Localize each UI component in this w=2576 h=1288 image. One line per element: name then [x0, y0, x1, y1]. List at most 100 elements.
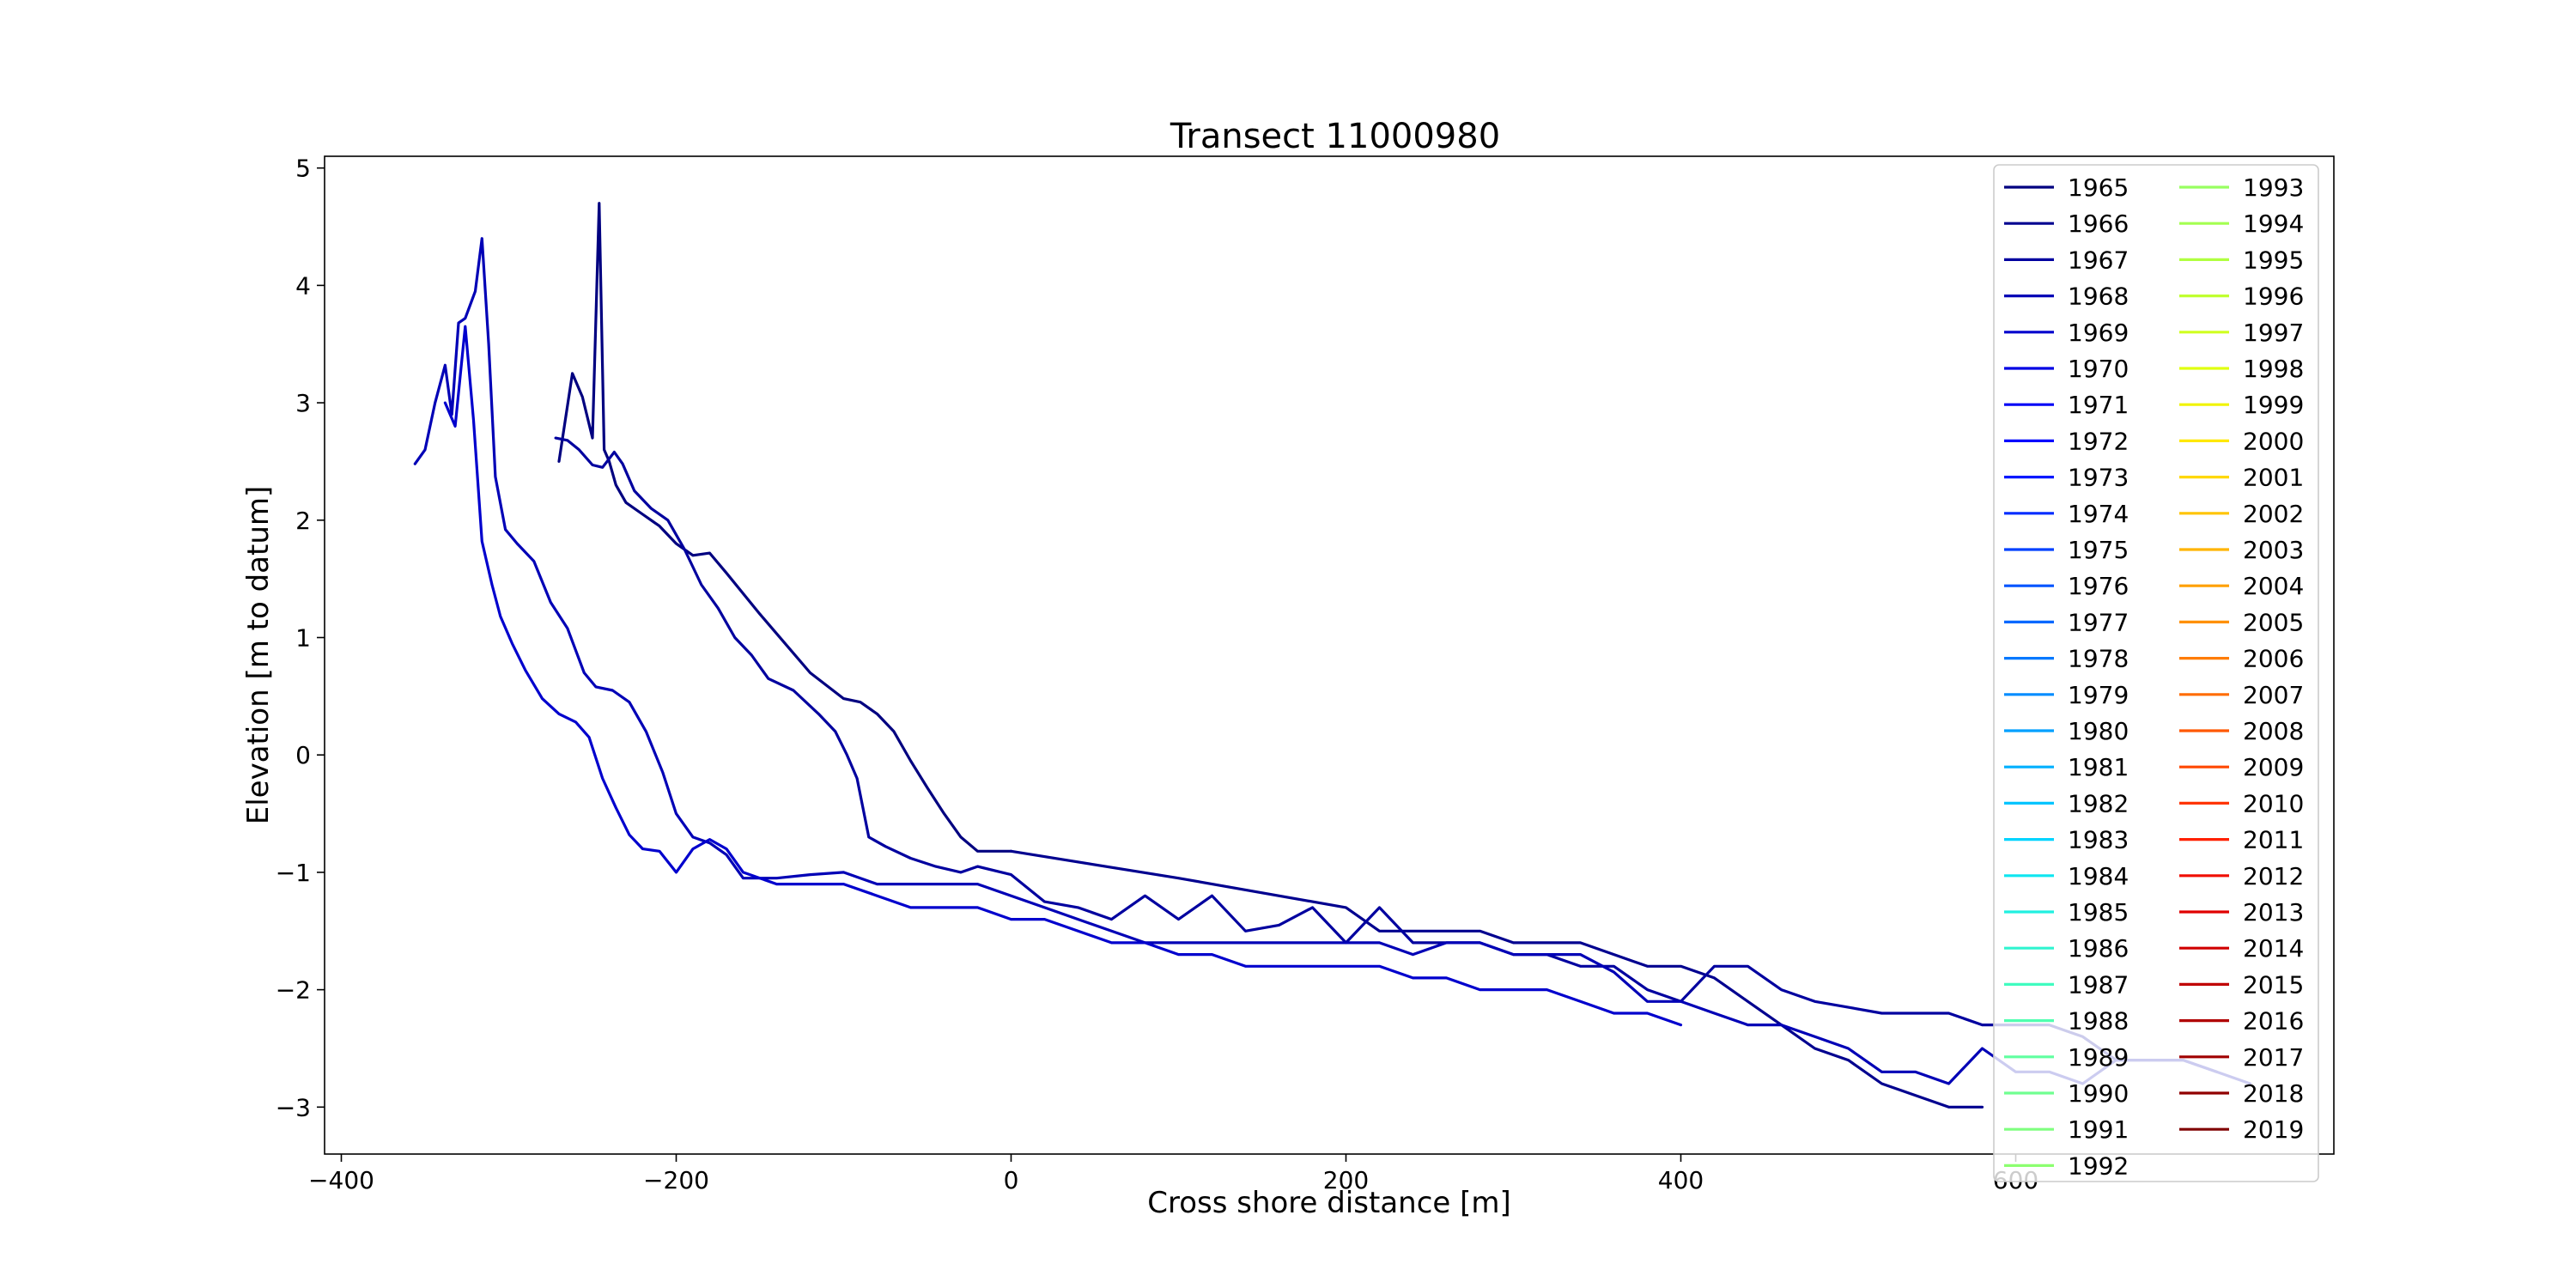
legend-item: 2017 — [2179, 1043, 2304, 1072]
legend-item: 1989 — [2004, 1043, 2129, 1072]
legend-label: 1988 — [2068, 1007, 2129, 1036]
legend-item: 2000 — [2179, 427, 2304, 455]
legend-label: 1998 — [2243, 355, 2304, 383]
legend-item: 2001 — [2179, 464, 2304, 492]
legend-label: 1991 — [2068, 1115, 2129, 1144]
legend-item: 2003 — [2179, 536, 2304, 564]
legend-label: 1997 — [2243, 319, 2304, 347]
y-tick-label: 1 — [295, 623, 311, 652]
legend-label: 2000 — [2243, 427, 2304, 455]
legend-label: 2015 — [2243, 970, 2304, 999]
x-tick-label: 0 — [1004, 1166, 1019, 1194]
series-line-1966 — [1009, 849, 1984, 1109]
legend-item: 1978 — [2004, 645, 2129, 673]
legend-label: 2008 — [2243, 717, 2304, 745]
legend-label: 2006 — [2243, 645, 2304, 673]
legend-label: 1994 — [2243, 210, 2304, 238]
legend: 1965 1966 1967 1968 1969 1970 1971 1972 1973 1974… — [1993, 164, 2319, 1182]
legend-item: 1980 — [2004, 717, 2129, 745]
legend-item: 2019 — [2179, 1115, 2304, 1144]
legend-item: 2012 — [2179, 862, 2304, 890]
y-tick-label: 5 — [295, 155, 311, 183]
legend-item: 1971 — [2004, 391, 2129, 419]
y-tick-label: −2 — [276, 976, 311, 1005]
legend-item: 1968 — [2004, 283, 2129, 311]
legend-label: 1999 — [2243, 391, 2304, 419]
legend-item: 1969 — [2004, 319, 2129, 347]
legend-label: 2007 — [2243, 681, 2304, 709]
legend-label: 2009 — [2243, 753, 2304, 781]
legend-box — [1993, 164, 2319, 1182]
legend-item: 1997 — [2179, 319, 2304, 347]
y-tick-label: 3 — [295, 389, 311, 417]
legend-label: 2019 — [2243, 1115, 2304, 1144]
x-tick-label: −200 — [643, 1166, 709, 1194]
legend-label: 1996 — [2243, 283, 2304, 311]
y-tick-label: −1 — [276, 859, 311, 887]
legend-label: 1969 — [2068, 319, 2129, 347]
legend-item: 2004 — [2179, 572, 2304, 600]
series-line-1967 — [554, 436, 2219, 1073]
legend-label: 1990 — [2068, 1079, 2129, 1108]
legend-label: 2014 — [2243, 934, 2304, 963]
legend-label: 2017 — [2243, 1043, 2304, 1072]
legend-item: 1966 — [2004, 210, 2129, 238]
legend-item: 1974 — [2004, 500, 2129, 528]
legend-item: 2002 — [2179, 500, 2304, 528]
legend-label: 1993 — [2243, 173, 2304, 202]
legend-label: 1965 — [2068, 173, 2129, 202]
legend-label: 1968 — [2068, 283, 2129, 311]
legend-label: 1982 — [2068, 789, 2129, 817]
legend-item: 1977 — [2004, 608, 2129, 636]
series-layer — [413, 202, 2252, 1109]
legend-item: 1973 — [2004, 464, 2129, 492]
legend-item: 2014 — [2179, 934, 2304, 963]
chart-title: Transect 11000980 — [1170, 117, 1500, 156]
legend-label: 1983 — [2068, 826, 2129, 854]
series-line-1965 — [557, 202, 1013, 853]
legend-item: 1972 — [2004, 427, 2129, 455]
legend-label: 1980 — [2068, 717, 2129, 745]
legend-label: 1981 — [2068, 753, 2129, 781]
legend-item: 1991 — [2004, 1115, 2129, 1144]
legend-item: 2018 — [2179, 1079, 2304, 1108]
legend-item: 1990 — [2004, 1079, 2129, 1108]
legend-item: 1965 — [2004, 173, 2129, 202]
y-tick-label: 0 — [295, 741, 311, 769]
legend-item: 1983 — [2004, 826, 2129, 854]
legend-item: 1975 — [2004, 536, 2129, 564]
legend-label: 2018 — [2243, 1079, 2304, 1108]
legend-label: 2016 — [2243, 1007, 2304, 1036]
legend-label: 1977 — [2068, 608, 2129, 636]
legend-label: 1989 — [2068, 1043, 2129, 1072]
legend-item: 1986 — [2004, 934, 2129, 963]
legend-item: 1981 — [2004, 753, 2129, 781]
y-axis-title: Elevation [m to datum] — [241, 486, 276, 825]
legend-label: 1970 — [2068, 355, 2129, 383]
legend-label: 2012 — [2243, 862, 2304, 890]
legend-item: 1979 — [2004, 681, 2129, 709]
y-tick-label: 2 — [295, 507, 311, 535]
legend-label: 2003 — [2243, 536, 2304, 564]
legend-label: 1979 — [2068, 681, 2129, 709]
legend-label: 1984 — [2068, 862, 2129, 890]
legend-label: 1966 — [2068, 210, 2129, 238]
legend-item: 1985 — [2004, 898, 2129, 927]
legend-label: 2004 — [2243, 572, 2304, 600]
legend-label: 1992 — [2068, 1151, 2129, 1180]
legend-item: 1967 — [2004, 246, 2129, 274]
legend-item: 2011 — [2179, 826, 2304, 854]
legend-label: 1973 — [2068, 464, 2129, 492]
legend-label: 1978 — [2068, 645, 2129, 673]
legend-item: 1999 — [2179, 391, 2304, 419]
legend-item: 2016 — [2179, 1007, 2304, 1036]
legend-item: 1992 — [2004, 1151, 2129, 1180]
legend-item: 1988 — [2004, 1007, 2129, 1036]
legend-item: 1996 — [2179, 283, 2304, 311]
legend-label: 2013 — [2243, 898, 2304, 927]
legend-label: 1974 — [2068, 500, 2129, 528]
legend-item: 1993 — [2179, 173, 2304, 202]
legend-item: 1994 — [2179, 210, 2304, 238]
legend-item: 2010 — [2179, 789, 2304, 817]
legend-item: 1998 — [2179, 355, 2304, 383]
